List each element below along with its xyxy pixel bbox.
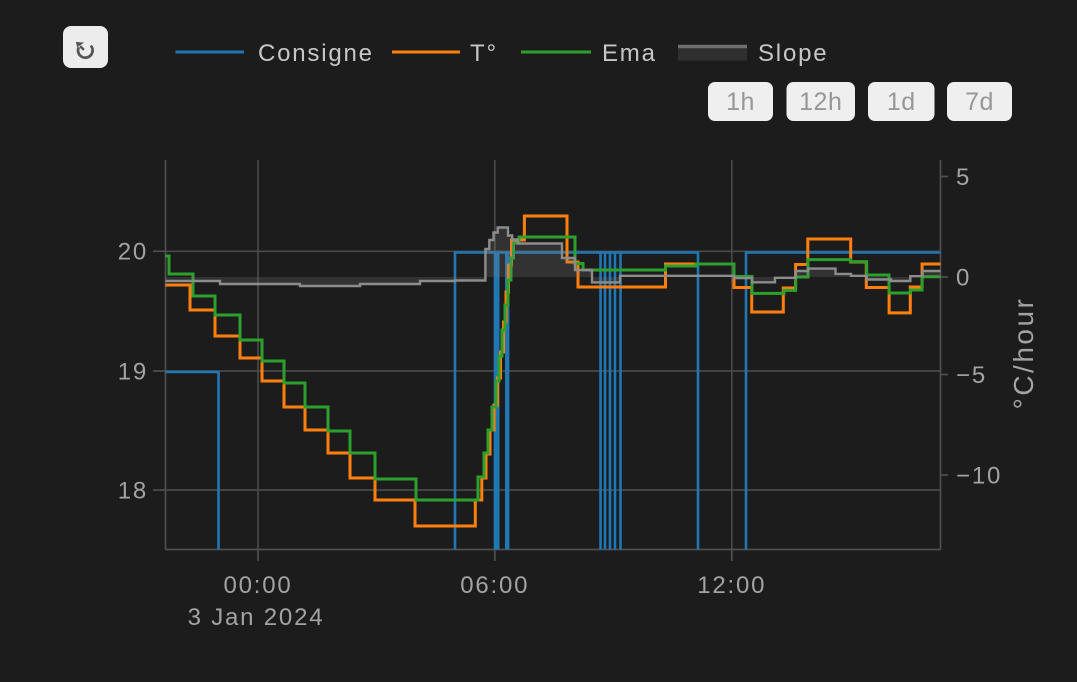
svg-text:T°: T° (470, 40, 498, 67)
svg-text:−5: −5 (956, 362, 987, 389)
svg-text:18: 18 (118, 478, 148, 505)
svg-text:0: 0 (956, 265, 971, 292)
svg-text:Consigne: Consigne (258, 40, 374, 67)
svg-text:Ema: Ema (602, 40, 657, 67)
svg-text:−10: −10 (956, 463, 1002, 490)
svg-text:06:00: 06:00 (460, 572, 529, 599)
svg-text:1h: 1h (726, 88, 755, 116)
svg-text:1d: 1d (887, 88, 916, 116)
svg-text:7d: 7d (965, 88, 994, 116)
svg-text:12:00: 12:00 (697, 572, 766, 599)
svg-text:19: 19 (118, 359, 148, 386)
svg-text:3 Jan 2024: 3 Jan 2024 (188, 604, 325, 631)
svg-text:Slope: Slope (758, 40, 828, 67)
svg-text:°C/hour: °C/hour (1008, 297, 1039, 410)
svg-text:20: 20 (118, 239, 148, 266)
svg-text:5: 5 (956, 164, 971, 191)
svg-text:12h: 12h (799, 88, 842, 116)
svg-text:00:00: 00:00 (223, 572, 292, 599)
